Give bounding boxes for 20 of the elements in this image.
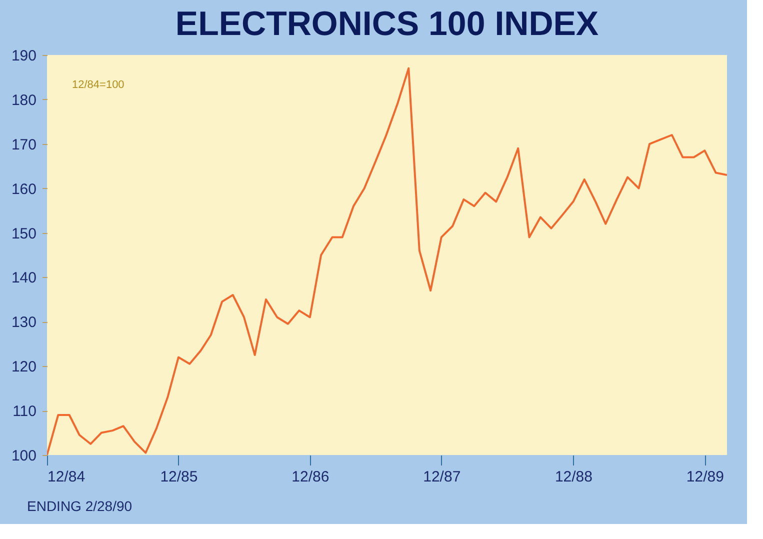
x-tick-label: 12/86 [292, 468, 330, 486]
x-tick-label: 12/88 [554, 468, 592, 486]
x-tick-label: 12/84 [48, 468, 86, 486]
y-tick-label: 100 [11, 448, 36, 464]
x-tick-label: 12/87 [423, 468, 461, 486]
text: ENDING 2/28/90 [27, 498, 132, 514]
y-tick-label: 120 [11, 358, 36, 376]
y-tick-label: 180 [11, 92, 36, 109]
y-tick-label: 150 [11, 225, 36, 242]
y-tick-label: 110 [12, 403, 36, 420]
y-tick-label: 170 [11, 136, 36, 154]
y-tick-label: 140 [11, 270, 36, 287]
line-series [47, 67, 727, 455]
chart-title: ELECTRONICS 100 INDEX [175, 5, 599, 43]
x-tick-label: 12/85 [160, 468, 198, 486]
y-tick-label: 160 [11, 180, 36, 198]
y-tick-label: 190 [11, 48, 36, 64]
y-tick-label: 130 [11, 314, 36, 332]
annotation: 12/84=100 [72, 79, 124, 91]
x-tick-label: 12/89 [686, 468, 724, 486]
